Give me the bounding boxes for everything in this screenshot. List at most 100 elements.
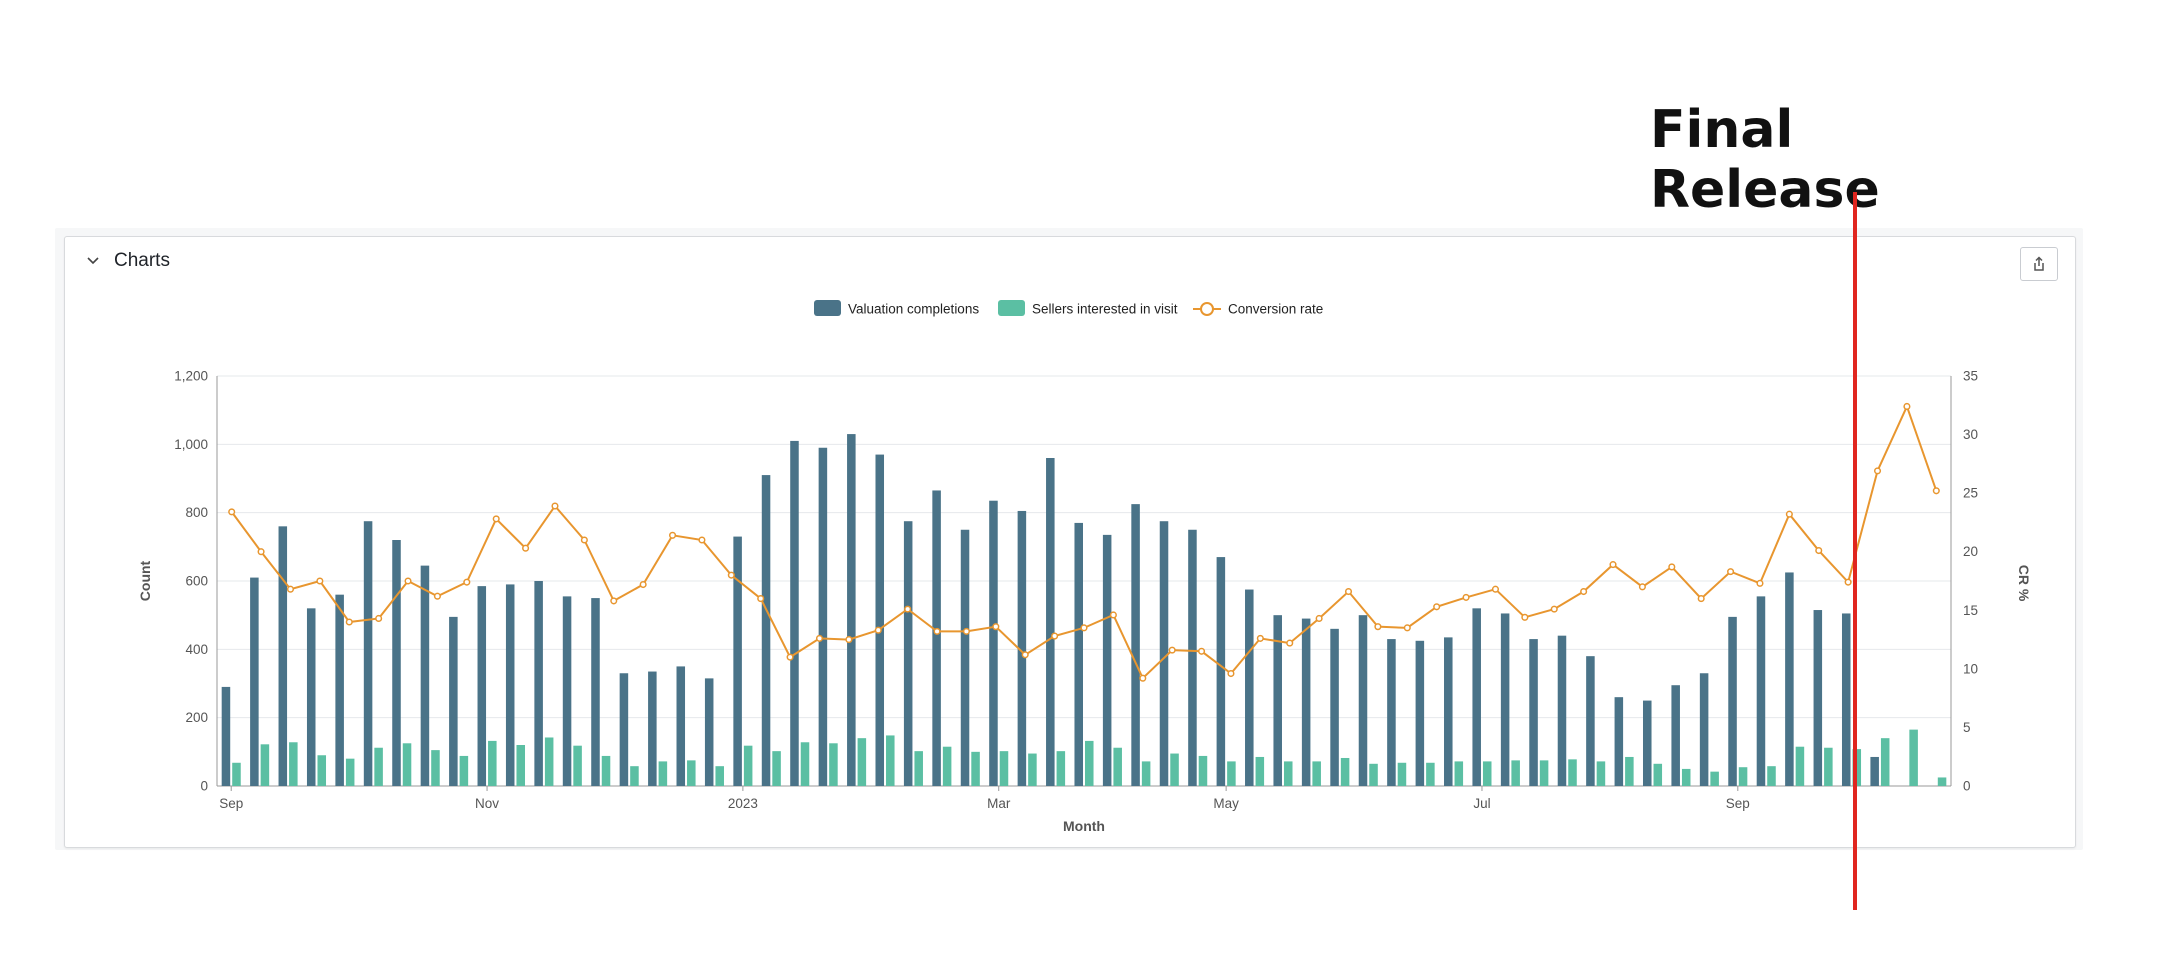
conversion-rate-point [1198, 647, 1206, 655]
x-axis-title: Month [1063, 818, 1105, 834]
bar-valuation-completions [1841, 613, 1851, 786]
bar-valuation-completions [1529, 639, 1538, 786]
conversion-rate-point [1491, 585, 1500, 593]
bar-sellers-interested [232, 762, 241, 786]
bar-sellers-interested [1653, 763, 1663, 786]
conversion-rate-point [1109, 611, 1117, 619]
y2-tick-label: 15 [1963, 603, 1978, 618]
bar-valuation-completions [1756, 596, 1766, 786]
x-tick-label: Mar [987, 796, 1011, 811]
bar-valuation-completions [449, 616, 458, 786]
bar-sellers-interested [516, 745, 526, 786]
bar-valuation-completions [989, 500, 998, 786]
bar-sellers-interested [1568, 759, 1577, 786]
conversion-rate-point [845, 636, 853, 644]
bar-valuation-completions [250, 577, 259, 786]
legend-label-conversion: Conversion rate [1228, 302, 1323, 317]
bar-sellers-interested [1625, 756, 1634, 786]
x-tick-label: Jul [1473, 796, 1490, 811]
conversion-rate-points [228, 402, 1940, 682]
bar-valuation-completions [335, 594, 344, 786]
bar-sellers-interested [886, 735, 895, 786]
conversion-rate-point [1580, 587, 1588, 596]
bar-valuation-completions [505, 584, 515, 786]
conversion-rate-line [230, 403, 1938, 680]
bar-valuation-completions [1017, 510, 1027, 786]
conversion-rate-point [1227, 669, 1235, 678]
conversion-rate-point [522, 544, 530, 552]
conversion-rate-point [668, 531, 677, 539]
bar-sellers-interested [1824, 747, 1833, 786]
bar-valuation-completions [903, 521, 913, 786]
chevron-down-icon[interactable] [83, 251, 103, 271]
conversion-rate-point [1344, 587, 1353, 596]
conversion-rate-point [1521, 613, 1529, 621]
bar-sellers-interested [1198, 755, 1208, 786]
bar-sellers-interested [1909, 729, 1918, 786]
y-tick-label: 0 [200, 779, 208, 794]
conversion-rate-point [228, 508, 236, 516]
bar-sellers-interested [1397, 762, 1407, 786]
y2-tick-label: 30 [1963, 427, 1978, 442]
bar-sellers-interested [1340, 757, 1350, 786]
conversion-rate-point [1638, 583, 1646, 591]
bar-sellers-interested [1170, 753, 1179, 786]
bar-valuation-completions [648, 671, 657, 786]
bar-valuation-completions [847, 434, 856, 786]
x-tick-label: Nov [475, 796, 499, 811]
bar-sellers-interested [1141, 761, 1151, 786]
conversion-rate-point [1727, 568, 1735, 576]
bar-valuation-completions [676, 666, 686, 786]
bar-sellers-interested [1113, 747, 1122, 786]
share-icon [2034, 256, 2044, 271]
final-release-annotation: Final Release [1650, 100, 1880, 220]
y-tick-label: 600 [185, 574, 208, 589]
bar-valuation-completions [534, 581, 543, 786]
bar-valuation-completions [875, 454, 885, 786]
bar-valuation-completions [1330, 628, 1339, 786]
bar-valuation-completions [1415, 640, 1425, 786]
conversion-rate-point [610, 597, 618, 605]
bar-sellers-interested [1539, 760, 1549, 786]
conversion-rate-point [1668, 563, 1676, 571]
bar-sellers-interested [715, 766, 724, 786]
bar-sellers-interested [1596, 761, 1606, 786]
conversion-rate-point [933, 627, 941, 635]
share-button[interactable] [2020, 247, 2058, 281]
conversion-rate-point [727, 571, 735, 579]
conversion-rate-point [1550, 605, 1558, 613]
y-tick-label: 800 [185, 505, 208, 520]
bar-sellers-interested [630, 766, 639, 786]
bar-valuation-completions [1188, 529, 1197, 786]
bar-sellers-interested [914, 751, 923, 786]
conversion-rate-point [551, 502, 559, 510]
bar-sellers-interested [1056, 751, 1066, 786]
card-title: Charts [114, 250, 170, 271]
y2-axis-title: CR % [2016, 565, 2032, 602]
bar-sellers-interested [601, 755, 611, 786]
conversion-rate-point [1139, 674, 1147, 682]
bar-valuation-completions [1273, 615, 1282, 786]
x-tick-label: Sep [219, 796, 243, 811]
bar-sellers-interested [743, 745, 753, 786]
conversion-rate-point [1021, 651, 1029, 659]
gridlines [217, 375, 1951, 787]
conversion-rate-point [1462, 593, 1470, 601]
conversion-rate-point [1286, 639, 1294, 647]
y2-tick-label: 10 [1963, 661, 1978, 676]
bar-valuation-completions [704, 678, 714, 786]
bar-valuation-completions [1500, 613, 1510, 786]
bar-valuation-completions [960, 529, 970, 786]
bar-valuation-completions [1642, 700, 1652, 786]
conversion-rate-point [1433, 603, 1441, 611]
conversion-rate-point [1756, 579, 1764, 587]
bar-sellers-interested [431, 750, 440, 786]
conversion-rate-point [492, 515, 500, 523]
bar-valuation-completions [1785, 572, 1794, 786]
card-header: Charts [65, 237, 2075, 289]
bar-sellers-interested [1085, 740, 1094, 786]
conversion-rate-point [874, 626, 882, 634]
conversion-rate-point [1080, 624, 1088, 632]
y2-tick-label: 35 [1963, 369, 1978, 384]
conversion-rate-point [1873, 467, 1882, 475]
